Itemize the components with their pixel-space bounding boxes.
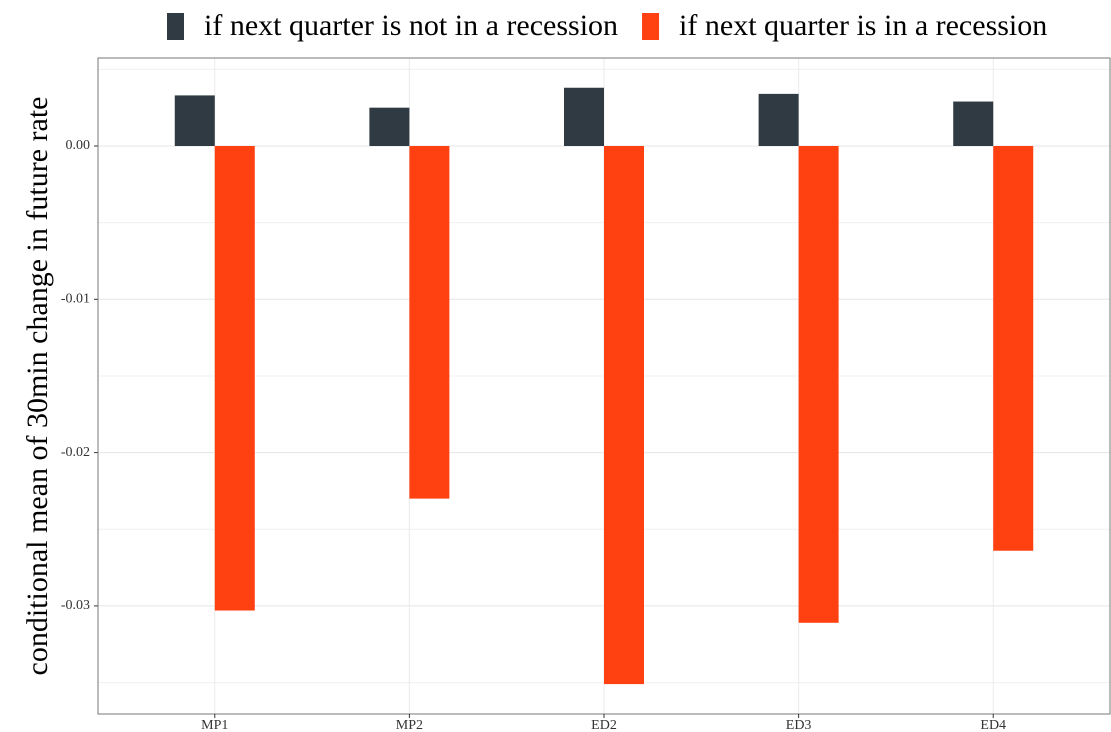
y-tick-label: -0.02 bbox=[61, 445, 90, 460]
x-tick-label: ED3 bbox=[786, 718, 812, 732]
legend-swatch bbox=[642, 13, 660, 40]
y-tick-label: -0.03 bbox=[61, 598, 90, 613]
legend-label: if next quarter is in a recession bbox=[679, 9, 1047, 42]
bar bbox=[758, 93, 799, 146]
y-tick-label: 0.00 bbox=[66, 138, 91, 153]
bar bbox=[993, 145, 1034, 551]
bar bbox=[409, 145, 450, 499]
bar bbox=[953, 101, 994, 146]
y-axis-title: conditional mean of 30min change in futu… bbox=[21, 97, 54, 676]
bar bbox=[369, 107, 410, 146]
bar bbox=[214, 145, 255, 611]
bar bbox=[798, 145, 839, 623]
x-tick-label: MP1 bbox=[201, 718, 228, 732]
x-tick-label: ED2 bbox=[591, 718, 617, 732]
y-tick-label: -0.01 bbox=[61, 292, 90, 307]
legend-swatch bbox=[167, 13, 184, 40]
legend-label: if next quarter is not in a recession bbox=[204, 9, 618, 42]
x-tick-label: ED4 bbox=[980, 718, 1006, 732]
x-tick-label: MP2 bbox=[396, 718, 423, 732]
bar bbox=[604, 145, 644, 685]
bar bbox=[174, 95, 215, 146]
bar bbox=[564, 87, 604, 146]
